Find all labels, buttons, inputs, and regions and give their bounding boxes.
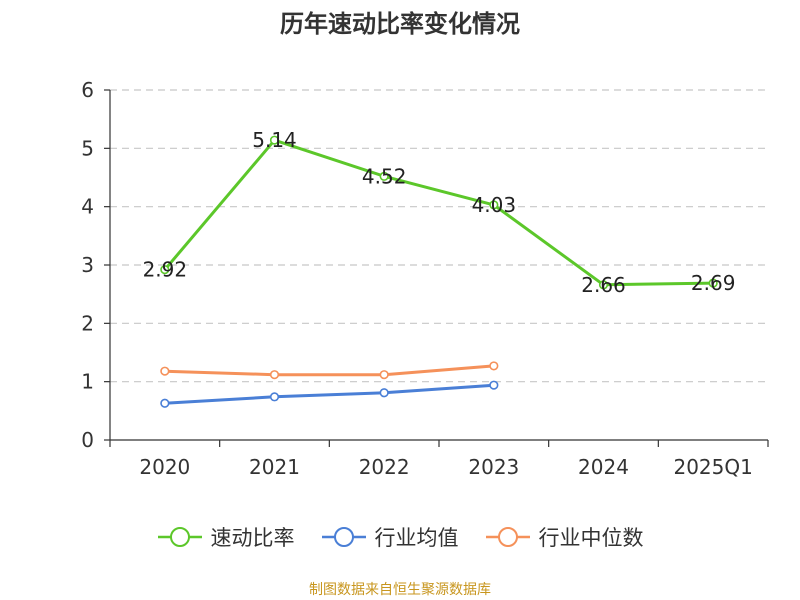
series-line-1	[164, 383, 494, 405]
x-tick-label: 2022	[359, 455, 410, 479]
legend-swatch	[485, 527, 530, 547]
y-tick-label: 0	[81, 428, 94, 452]
data-point	[269, 392, 280, 402]
data-point	[379, 388, 389, 398]
series-line-2	[164, 364, 494, 377]
y-tick-label: 5	[81, 136, 94, 160]
y-tick-label: 6	[81, 78, 94, 102]
data-point	[598, 280, 609, 290]
legend-marker	[497, 527, 518, 547]
legend-marker	[333, 527, 354, 547]
legend-swatch	[321, 527, 366, 547]
data-point	[160, 366, 170, 376]
data-label: 5.14	[252, 128, 297, 152]
data-label: 2.92	[143, 258, 188, 282]
data-point	[379, 171, 389, 181]
data-point	[269, 135, 280, 145]
y-tick-label: 2	[81, 311, 94, 335]
source-note: 制图数据来自恒生聚源数据库	[309, 582, 491, 598]
data-point	[269, 370, 280, 380]
y-tick-label: 1	[81, 370, 94, 394]
legend-label: 速动比率	[210, 526, 295, 550]
data-label: 4.03	[472, 193, 517, 217]
data-point	[489, 380, 499, 390]
legend-label: 行业均值	[374, 526, 459, 550]
data-label: 2.69	[691, 271, 736, 295]
legend-swatch	[157, 527, 202, 547]
legend-item[interactable]: 行业均值	[321, 522, 459, 552]
legend-item[interactable]: 行业中位数	[485, 522, 644, 552]
data-label: 2.66	[581, 273, 626, 297]
legend-label: 行业中位数	[538, 526, 644, 550]
x-tick-label: 2024	[578, 455, 629, 479]
series-line-0	[163, 138, 714, 287]
data-labels: 2.92 5.14 4.52 4.03 2.66 2.69	[143, 128, 736, 297]
legend: 速动比率 行业均值 行业中位数	[0, 520, 800, 554]
axes: 0 1 2 3 4 5 6 2020 2021 2022 2023 2024 2025Q1	[81, 78, 769, 479]
data-point	[379, 370, 389, 380]
legend-marker	[169, 527, 190, 547]
x-tick-label: 2020	[139, 455, 190, 479]
series-lines	[160, 135, 718, 408]
x-tick-label: 2023	[468, 455, 519, 479]
data-point	[708, 278, 718, 288]
grid-lines	[110, 89, 768, 383]
x-tick-label: 2025Q1	[673, 455, 752, 479]
data-point	[160, 398, 170, 408]
y-tick-label: 3	[81, 253, 94, 277]
chart-title: 历年速动比率变化情况	[280, 10, 520, 38]
x-tick-label: 2021	[249, 455, 300, 479]
data-label: 4.52	[362, 164, 407, 188]
data-point	[160, 265, 170, 275]
data-point	[489, 200, 499, 210]
data-point	[489, 361, 499, 371]
legend-item[interactable]: 速动比率	[157, 522, 295, 552]
y-tick-label: 4	[81, 195, 94, 219]
